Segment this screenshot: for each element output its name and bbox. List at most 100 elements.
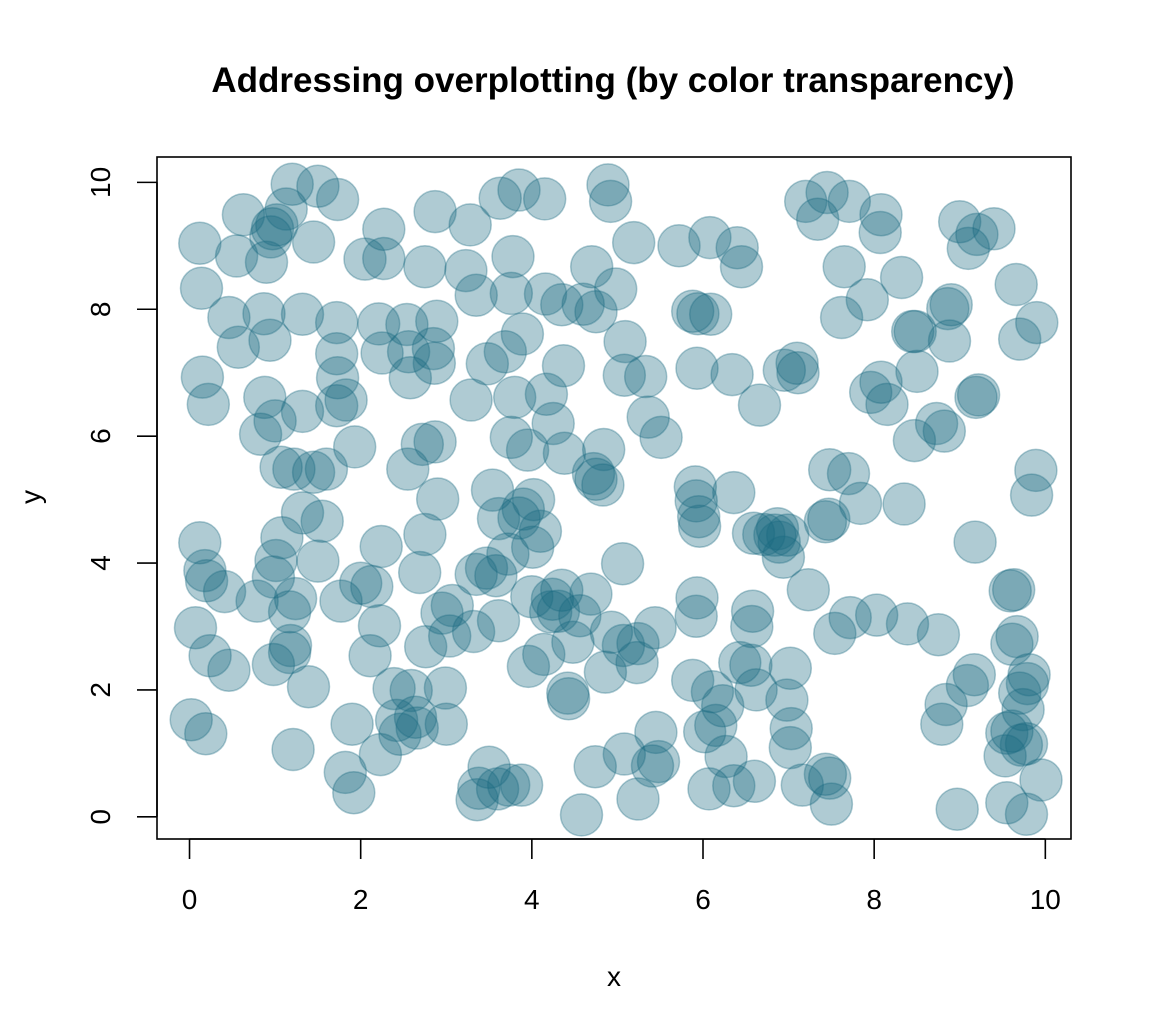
data-point <box>1001 687 1045 732</box>
data-point <box>999 723 1044 767</box>
data-point <box>186 382 231 427</box>
data-point <box>694 703 738 748</box>
y-tick-label: 0 <box>85 809 116 825</box>
data-point <box>173 605 218 650</box>
data-point <box>455 777 499 822</box>
data-point <box>675 346 719 391</box>
data-point <box>753 513 797 557</box>
data-point <box>803 752 848 797</box>
data-point <box>260 515 304 560</box>
data-point <box>737 383 782 427</box>
data-point <box>415 299 459 344</box>
data-point <box>953 520 997 564</box>
data-point <box>386 447 430 491</box>
data-point <box>602 732 647 776</box>
data-point <box>400 422 445 467</box>
data-point <box>214 234 259 278</box>
data-point <box>179 266 224 311</box>
data-point <box>786 567 831 612</box>
data-point <box>474 553 518 598</box>
data-point <box>761 535 806 580</box>
data-point <box>530 577 575 621</box>
data-point <box>673 465 718 509</box>
data-point <box>945 663 990 708</box>
data-point <box>729 643 773 687</box>
data-point <box>892 418 937 463</box>
data-point <box>569 245 614 289</box>
data-point <box>518 509 563 554</box>
data-point <box>630 744 675 788</box>
x-tick-label: 6 <box>695 884 711 915</box>
data-point <box>180 355 225 399</box>
data-point <box>413 420 457 464</box>
y-tick-label: 4 <box>85 555 116 571</box>
data-point <box>571 451 616 496</box>
data-point <box>1014 448 1058 493</box>
data-point <box>885 602 930 646</box>
data-point <box>388 356 433 400</box>
data-point <box>291 220 336 264</box>
data-point <box>244 240 289 285</box>
data-point <box>601 623 646 668</box>
data-point <box>732 759 777 804</box>
data-point <box>676 291 720 336</box>
data-point <box>551 620 595 665</box>
data-point <box>1007 652 1051 697</box>
data-point <box>838 481 883 526</box>
data-point <box>819 295 864 340</box>
data-point <box>207 648 251 692</box>
y-tick-label: 6 <box>85 428 116 444</box>
data-point <box>845 277 890 322</box>
data-point <box>926 286 970 331</box>
data-point <box>634 710 678 755</box>
data-point <box>238 412 283 456</box>
data-point <box>271 727 315 772</box>
data-point <box>486 532 530 576</box>
chart-title: Addressing overplotting (by color transp… <box>211 61 1014 100</box>
data-point <box>755 507 800 551</box>
data-point <box>522 177 567 221</box>
data-point <box>286 664 331 709</box>
data-point <box>882 482 926 526</box>
data-point <box>497 168 541 212</box>
data-point <box>639 415 683 460</box>
data-point <box>332 770 376 815</box>
data-point <box>542 431 587 476</box>
data-point <box>323 750 368 795</box>
data-point <box>712 763 756 808</box>
data-point <box>983 734 1027 778</box>
data-point <box>497 496 541 540</box>
data-point <box>997 317 1042 361</box>
data-point <box>188 633 232 678</box>
data-point <box>762 348 807 392</box>
data-point <box>719 245 764 289</box>
data-point <box>444 248 488 293</box>
data-point <box>574 457 618 502</box>
data-point <box>449 378 493 422</box>
data-point <box>358 732 403 777</box>
data-point <box>356 302 401 346</box>
data-point <box>674 594 718 639</box>
data-point <box>314 331 359 376</box>
data-point <box>267 590 312 634</box>
data-point <box>386 330 431 374</box>
data-point <box>483 330 528 374</box>
data-point <box>280 292 325 337</box>
data-point <box>674 479 718 523</box>
data-point <box>178 520 222 565</box>
data-point <box>492 375 537 420</box>
data-point <box>848 370 893 415</box>
data-point <box>184 559 229 603</box>
data-point <box>338 561 383 606</box>
data-point <box>243 375 287 420</box>
data-point <box>946 226 991 271</box>
data-point <box>489 415 534 460</box>
data-point <box>865 382 909 427</box>
data-point <box>593 267 638 311</box>
data-point <box>586 163 630 207</box>
data-point <box>704 734 748 779</box>
data-point <box>956 373 1001 417</box>
data-point <box>505 428 550 472</box>
data-point <box>636 739 681 784</box>
data-point <box>202 569 247 614</box>
